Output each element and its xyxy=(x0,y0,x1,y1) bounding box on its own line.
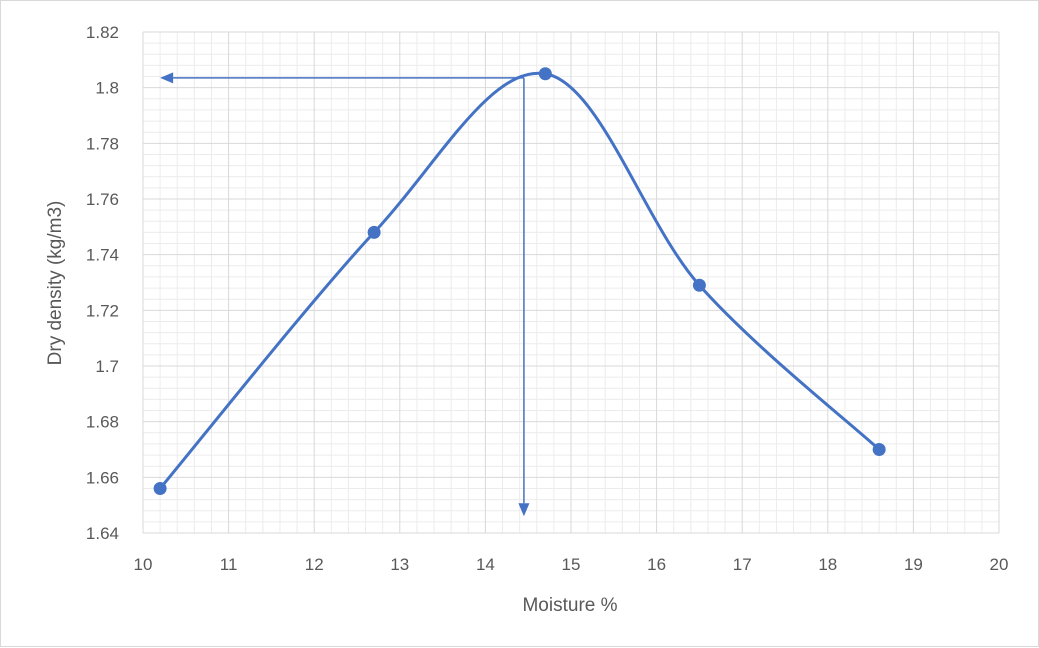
y-axis-ticks: 1.64 1.66 1.68 1.7 1.72 1.74 1.76 1.78 1.8 1.82 xyxy=(86,23,119,543)
x-tick-label: 14 xyxy=(476,555,495,574)
y-tick-label: 1.74 xyxy=(86,246,119,265)
x-axis-title: Moisture % xyxy=(522,595,617,616)
data-point xyxy=(367,225,381,239)
annotation-arrowhead xyxy=(518,503,530,517)
y-tick-label: 1.7 xyxy=(95,357,119,376)
x-tick-label: 11 xyxy=(220,555,238,574)
x-tick-label: 10 xyxy=(134,555,153,574)
data-point xyxy=(872,443,886,456)
x-tick-label: 16 xyxy=(647,555,666,574)
annotation-arrowhead xyxy=(160,72,174,84)
data-point xyxy=(153,481,167,495)
data-point xyxy=(538,67,552,81)
major-grid xyxy=(142,31,1000,534)
data-point xyxy=(692,278,706,292)
y-tick-label: 1.82 xyxy=(86,23,119,42)
y-tick-label: 1.78 xyxy=(86,134,119,153)
x-tick-label: 19 xyxy=(904,555,923,574)
annotation-layer xyxy=(160,72,530,517)
y-tick-label: 1.68 xyxy=(86,413,119,432)
x-tick-label: 18 xyxy=(818,555,837,574)
x-axis-ticks: 10 11 12 13 14 15 16 17 18 19 20 xyxy=(134,555,1009,574)
x-tick-label: 13 xyxy=(390,555,409,574)
y-tick-label: 1.66 xyxy=(86,468,119,487)
x-tick-label: 12 xyxy=(305,555,324,574)
y-tick-label: 1.64 xyxy=(86,524,119,543)
x-tick-label: 20 xyxy=(990,555,1009,574)
y-tick-label: 1.8 xyxy=(95,79,119,98)
points-layer xyxy=(153,67,886,495)
y-tick-label: 1.76 xyxy=(86,190,119,209)
y-axis-title: Dry density (kg/m3) xyxy=(45,201,66,366)
x-tick-label: 17 xyxy=(733,555,752,574)
y-tick-label: 1.72 xyxy=(86,301,119,320)
x-tick-label: 15 xyxy=(562,555,581,574)
